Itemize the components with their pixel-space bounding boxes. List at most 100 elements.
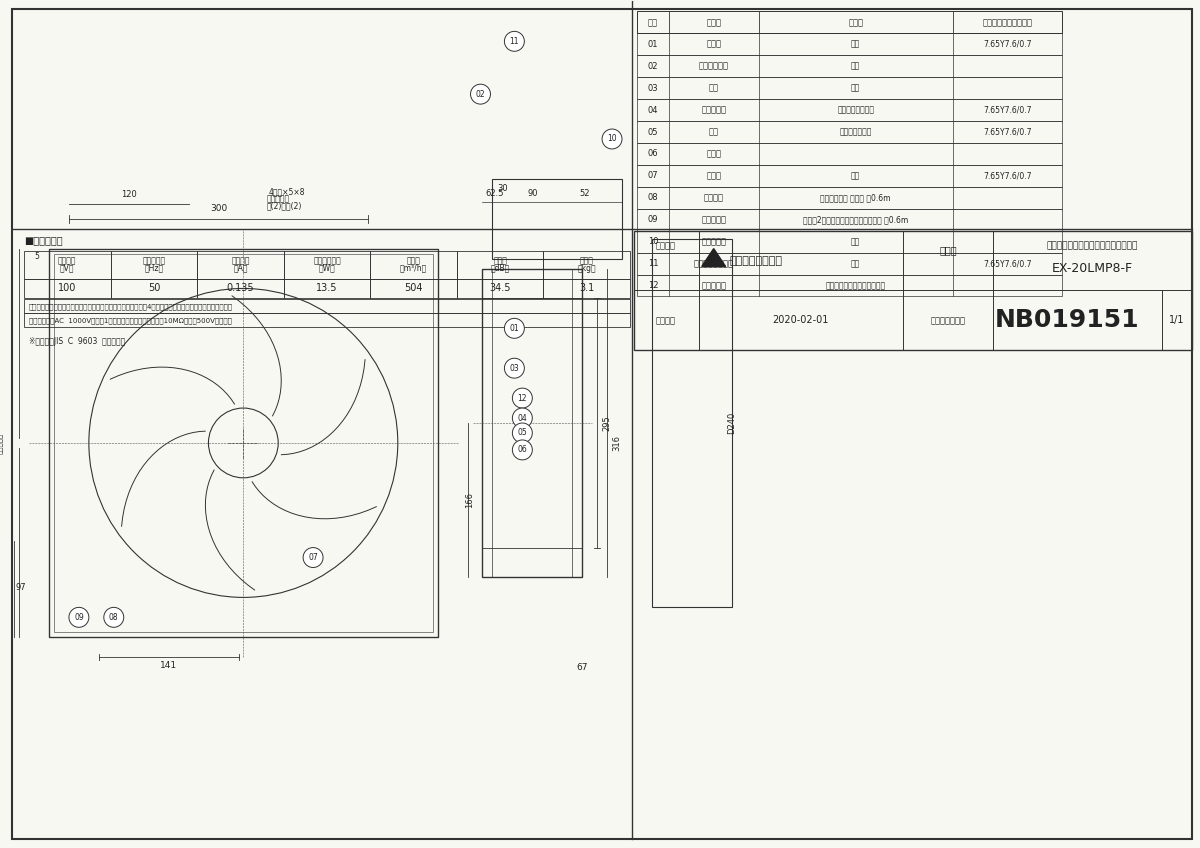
Text: 0.135: 0.135 <box>227 283 254 293</box>
Circle shape <box>504 358 524 378</box>
Text: 本体: 本体 <box>709 84 719 92</box>
Text: 鋼板: 鋼板 <box>851 259 860 268</box>
Text: 耐　電　圧　AC  1000V　　　1分間　　　絶　縁　抵　抗　10MΩ以上（500Vメガー）: 耐 電 圧 AC 1000V 1分間 絶 縁 抵 抗 10MΩ以上（500Vメガ… <box>29 317 232 324</box>
Text: 7.65Y7.6/0.7: 7.65Y7.6/0.7 <box>984 259 1032 268</box>
Circle shape <box>512 408 533 428</box>
Bar <box>283 251 371 278</box>
Text: 04: 04 <box>517 414 527 422</box>
Text: 07: 07 <box>648 171 659 181</box>
Text: （kg）: （kg） <box>577 264 596 272</box>
Bar <box>492 179 622 259</box>
Bar <box>634 231 1192 350</box>
Text: 油塗り: 油塗り <box>706 171 721 181</box>
Text: 504: 504 <box>404 283 422 293</box>
Bar <box>637 187 1062 209</box>
Bar <box>637 143 1062 165</box>
Text: アルミニウム板: アルミニウム板 <box>840 127 872 137</box>
Text: （Hz）: （Hz） <box>144 264 163 272</box>
Text: 11: 11 <box>510 36 520 46</box>
Text: 03: 03 <box>648 84 659 92</box>
Text: 形　名: 形 名 <box>940 246 956 255</box>
Text: 13.5: 13.5 <box>317 283 337 293</box>
Text: 羽根: 羽根 <box>709 127 719 137</box>
Text: 7.65Y7.6/0.7: 7.65Y7.6/0.7 <box>984 40 1032 49</box>
Bar <box>637 55 1062 77</box>
Text: 10: 10 <box>607 135 617 143</box>
Bar <box>197 278 283 298</box>
Text: 丸鋼: 丸鋼 <box>851 62 860 70</box>
Text: 羽根中心距: 羽根中心距 <box>0 432 2 454</box>
Text: （A）: （A） <box>233 264 247 272</box>
Text: 316: 316 <box>612 435 622 451</box>
Text: 08: 08 <box>109 613 119 622</box>
Circle shape <box>602 129 622 149</box>
Text: 30: 30 <box>498 184 508 193</box>
Text: 67: 67 <box>576 662 588 672</box>
Text: 141: 141 <box>160 661 178 670</box>
Text: 作成日付: 作成日付 <box>656 315 676 325</box>
Text: 7.65Y7.6/0.7: 7.65Y7.6/0.7 <box>984 127 1032 137</box>
Bar <box>637 121 1062 143</box>
Bar <box>637 11 1062 33</box>
Text: 12: 12 <box>517 393 527 403</box>
Text: 05: 05 <box>517 428 527 438</box>
Text: D240: D240 <box>727 412 736 434</box>
Text: 再生形フィルター付金属製（連動式）: 再生形フィルター付金属製（連動式） <box>1046 241 1138 250</box>
Bar <box>637 231 1062 253</box>
Text: 52: 52 <box>578 189 589 198</box>
Text: 300: 300 <box>210 204 227 213</box>
Text: 07: 07 <box>308 553 318 562</box>
Text: 34.5: 34.5 <box>490 283 511 293</box>
Bar <box>24 278 110 298</box>
Text: 08: 08 <box>648 193 659 203</box>
Text: 定格電流: 定格電流 <box>232 257 250 265</box>
Text: （W）: （W） <box>319 264 336 272</box>
Text: 120: 120 <box>121 190 137 198</box>
Text: 7.65Y7.6/0.7: 7.65Y7.6/0.7 <box>984 106 1032 114</box>
Text: 03: 03 <box>510 364 520 372</box>
Text: ■特　性　表: ■特 性 表 <box>24 236 62 246</box>
Bar <box>371 278 457 298</box>
Text: 風　量: 風 量 <box>407 257 420 265</box>
Circle shape <box>304 548 323 567</box>
Text: 09: 09 <box>648 215 658 224</box>
Bar <box>24 314 630 327</box>
Text: 騒　音: 騒 音 <box>493 257 508 265</box>
Bar <box>637 33 1062 55</box>
Bar <box>457 251 544 278</box>
Text: 05: 05 <box>648 127 658 137</box>
Text: 金属製クサリ 有効長 約0.6m: 金属製クサリ 有効長 約0.6m <box>821 193 890 203</box>
Text: 7.65Y7.6/0.7: 7.65Y7.6/0.7 <box>984 171 1032 181</box>
Text: アルミニウム合金: アルミニウム合金 <box>838 106 874 114</box>
Text: 01: 01 <box>510 324 520 332</box>
Text: 97: 97 <box>16 583 26 592</box>
Bar <box>652 238 732 607</box>
Circle shape <box>104 607 124 628</box>
Circle shape <box>512 440 533 460</box>
Text: 引きひも: 引きひも <box>703 193 724 203</box>
Text: 09: 09 <box>74 613 84 622</box>
Text: 鋼板: 鋼板 <box>851 40 860 49</box>
Text: （m³/h）: （m³/h） <box>400 264 427 272</box>
Bar <box>637 165 1062 187</box>
Text: アルミパンチングフィルター: アルミパンチングフィルター <box>826 281 886 290</box>
Polygon shape <box>702 248 726 266</box>
Text: スピンナー: スピンナー <box>701 106 726 114</box>
Text: パネル: パネル <box>706 40 721 49</box>
Bar <box>637 209 1062 231</box>
Text: 50: 50 <box>148 283 160 293</box>
Circle shape <box>512 388 533 408</box>
Circle shape <box>68 607 89 628</box>
Text: フィルターパネル: フィルターパネル <box>694 259 733 268</box>
Circle shape <box>504 318 524 338</box>
Text: 2020-02-01: 2020-02-01 <box>773 315 829 326</box>
Text: フィルター: フィルター <box>701 281 726 290</box>
Text: ※特性は　JIS  C  9603  に基づく。: ※特性は JIS C 9603 に基づく。 <box>29 338 125 346</box>
Text: 5: 5 <box>35 252 40 261</box>
Bar <box>544 251 630 278</box>
Text: 鋼板: 鋼板 <box>851 237 860 246</box>
Text: うちわボルト: うちわボルト <box>698 62 728 70</box>
Text: 4ヶ所×5×8: 4ヶ所×5×8 <box>269 187 305 196</box>
Circle shape <box>512 423 533 443</box>
Text: 上(2)，下(2): 上(2)，下(2) <box>266 201 301 210</box>
